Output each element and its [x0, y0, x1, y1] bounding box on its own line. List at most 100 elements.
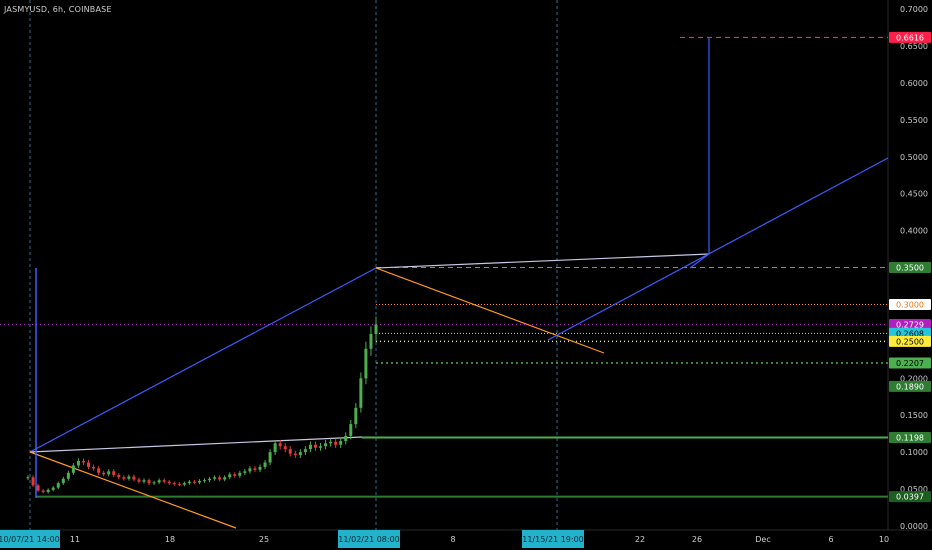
candle-body	[92, 466, 96, 469]
price-tag-label: 0.2500	[896, 337, 924, 346]
candle-body	[51, 487, 55, 490]
price-tag: 0.1198	[889, 432, 931, 444]
price-tick-label: 0.7000	[900, 5, 928, 14]
candle-body	[152, 482, 156, 484]
candle-body	[66, 472, 70, 479]
candle-body	[349, 424, 353, 436]
time-axis-label: 26	[692, 535, 702, 544]
price-tick-label: 0.6000	[900, 79, 928, 88]
candle-body	[71, 465, 75, 473]
time-axis-label: 18	[165, 535, 175, 544]
time-axis-label: 25	[259, 535, 269, 544]
candle-body	[117, 475, 121, 478]
candle-body	[324, 443, 328, 447]
time-label-highlight	[522, 530, 584, 548]
symbol-title: JASMYUSD, 6h, COINBASE	[4, 5, 112, 14]
price-tag-label: 0.2608	[896, 329, 924, 338]
candle-body	[364, 348, 368, 379]
candle-body	[162, 480, 166, 482]
time-axis-label: 11	[70, 535, 80, 544]
price-tag: 0.0397	[889, 491, 931, 503]
price-tag: 0.6616	[889, 31, 931, 43]
trend-line-blue-projection	[547, 157, 889, 341]
time-axis-label: 11/15/21 19:00	[522, 530, 584, 548]
time-label-text: 10/07/21 14:00	[0, 535, 60, 544]
candle-body	[192, 481, 196, 483]
candle-body	[223, 477, 227, 480]
candle-body	[46, 489, 50, 493]
candle-body	[203, 480, 207, 482]
price-tag-label: 0.0397	[896, 493, 924, 502]
time-label-text: 6	[828, 535, 833, 544]
price-tag-bg	[889, 31, 931, 43]
time-label-text: 11/15/21 19:00	[522, 535, 584, 544]
candle-body	[122, 477, 126, 479]
price-tag-label: 0.6616	[896, 33, 924, 42]
price-tick-label: 0.4000	[900, 227, 928, 236]
time-axis-label: 22	[635, 535, 645, 544]
candle-body	[359, 378, 363, 408]
price-tag-bg	[889, 432, 931, 444]
candle-body	[278, 443, 282, 447]
candle-body	[132, 476, 136, 480]
candle-body	[248, 468, 252, 472]
candle-body	[36, 485, 40, 491]
time-label-text: 10	[879, 535, 889, 544]
time-label-text: 11/02/21 08:00	[338, 535, 400, 544]
price-tag-bg	[889, 335, 931, 347]
candle-body	[147, 480, 151, 484]
candle-body	[374, 324, 378, 334]
candle-body	[187, 481, 191, 484]
price-tag-bg	[889, 357, 931, 369]
trend-line-white-upper	[375, 253, 710, 269]
price-tick-label: 0.2000	[900, 374, 928, 383]
candle-body	[329, 441, 333, 444]
candle-body	[354, 407, 358, 425]
candle-body	[213, 477, 217, 479]
candle-body	[293, 453, 297, 456]
candle-body	[313, 444, 317, 448]
price-tick-label: 0.0000	[900, 522, 928, 531]
candle-body	[112, 471, 116, 476]
time-axis-label: 10/07/21 14:00	[0, 530, 60, 548]
price-tick-label: 0.6500	[900, 42, 928, 51]
candle-body	[228, 474, 232, 478]
candle-body	[253, 468, 257, 470]
candle-body	[61, 478, 65, 484]
candle-body	[177, 483, 181, 485]
price-tick-label: 0.0500	[900, 485, 928, 494]
candle-body	[303, 449, 307, 453]
price-tag-bg	[889, 491, 931, 503]
candle-body	[142, 480, 146, 482]
candle-body	[172, 483, 176, 485]
candle-body	[41, 490, 45, 493]
candle-body	[107, 471, 111, 475]
price-tag-label: 0.1198	[896, 434, 924, 443]
candle-body	[208, 478, 212, 481]
time-label-text: 26	[692, 535, 702, 544]
trend-line-white-lower	[29, 436, 363, 453]
trend-line-orange-upper	[375, 267, 605, 354]
price-axis-area	[888, 0, 932, 550]
time-label-text: 8	[450, 535, 455, 544]
candle-body	[339, 441, 343, 445]
candle-body	[243, 471, 247, 473]
candle-body	[258, 466, 262, 470]
candle-body	[97, 468, 101, 473]
price-tick-label: 0.5000	[900, 153, 928, 162]
time-axis-label: 6	[828, 535, 833, 544]
candle-body	[157, 480, 161, 483]
candle-body	[182, 483, 186, 485]
candle-body	[308, 444, 312, 450]
candle-body	[102, 472, 106, 475]
price-tag-bg	[889, 298, 931, 310]
candle-body	[334, 441, 338, 445]
price-tag-bg	[889, 380, 931, 392]
candle-body	[268, 452, 272, 463]
candle-body	[298, 452, 302, 456]
time-axis-label: 8	[450, 535, 455, 544]
time-label-text: Dec	[755, 535, 770, 544]
time-axis-label: 11/02/21 08:00	[338, 530, 400, 548]
